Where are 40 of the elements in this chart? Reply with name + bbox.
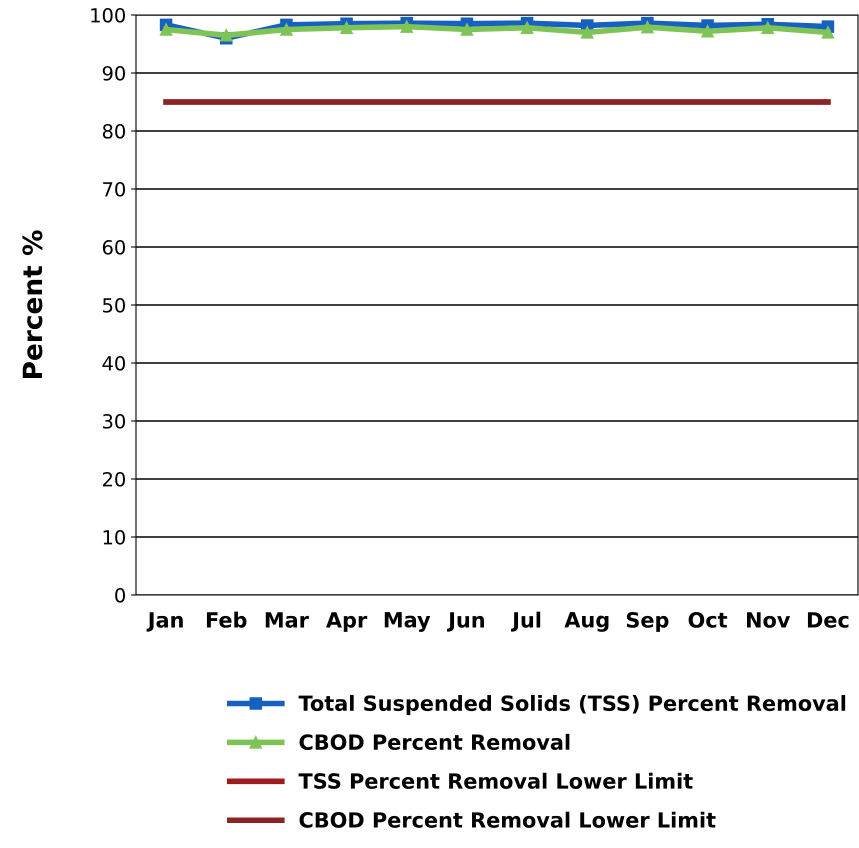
legend-label: Total Suspended Solids (TSS) Percent Removal — [298, 694, 846, 716]
point — [762, 22, 774, 34]
y-tick-label: 0 — [115, 588, 125, 603]
x-tick-label: Jul — [511, 612, 540, 632]
legend-label: CBOD Percent Removal Lower Limit — [300, 812, 716, 828]
point — [641, 20, 654, 34]
point — [520, 22, 534, 34]
point — [460, 23, 474, 36]
y-tick-label: 100 — [91, 8, 125, 23]
point — [822, 26, 834, 39]
point — [280, 23, 293, 36]
y-tick-label: 30 — [103, 414, 125, 429]
y-tick-label: 20 — [102, 472, 125, 487]
point — [581, 26, 594, 39]
x-tick-label: Mar — [266, 612, 309, 628]
x-tick-label: Jun — [447, 612, 484, 632]
x-tick-label: Apr — [326, 612, 368, 632]
y-tick-label: 80 — [102, 124, 125, 139]
x-tick-label: Dec — [808, 612, 848, 628]
x-tick-label: Nov — [747, 612, 790, 628]
point — [340, 22, 353, 34]
x-tick-label: Sep — [626, 612, 669, 632]
x-tick-label: Oct — [688, 612, 728, 628]
y-tick-label: 50 — [103, 298, 125, 313]
legend-label: CBOD Percent Removal — [300, 734, 570, 750]
point — [220, 29, 232, 42]
y-tick-label: 40 — [102, 356, 125, 371]
y-tick-label: 60 — [102, 240, 125, 255]
y-axis-title: Percent % — [22, 230, 42, 378]
x-tick-label: Jan — [146, 612, 183, 632]
point — [400, 20, 413, 33]
x-tick-label: Aug — [564, 612, 608, 632]
point — [701, 24, 714, 38]
legend-label: TSS Percent Removal Lower Limit — [298, 772, 693, 789]
x-tick-label: May — [384, 612, 430, 632]
y-tick-label: 70 — [103, 182, 125, 197]
x-tick-label: Feb — [206, 612, 247, 628]
y-tick-label: 90 — [102, 66, 125, 81]
y-tick-label: 10 — [104, 530, 125, 545]
point — [160, 23, 172, 36]
